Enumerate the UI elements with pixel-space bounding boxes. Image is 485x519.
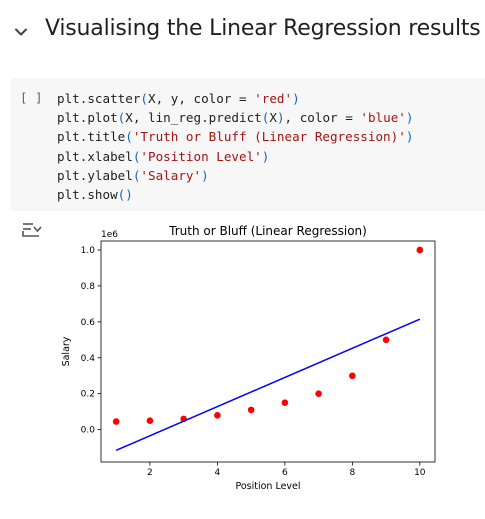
section-title: Visualising the Linear Regression result… — [45, 16, 481, 41]
code-token: ( — [132, 167, 141, 183]
code-cell[interactable]: [ ] plt.scatter(X, y, color = 'red') plt.… — [11, 78, 485, 211]
chart-title: Truth or Bluff (Linear Regression) — [168, 224, 367, 238]
code-token: 'Salary' — [140, 167, 202, 183]
y-tick-label: 0.8 — [81, 282, 96, 292]
code-token: () — [117, 186, 133, 202]
code-token: 'blue' — [360, 110, 406, 126]
code-line: plt.scatter(X, y, color = 'red') — [57, 89, 413, 108]
code-token: plt.ylabel — [57, 167, 133, 183]
code-token: X, lin_reg.predict — [125, 110, 262, 126]
x-tick-label: 8 — [349, 468, 355, 478]
x-tick-label: 10 — [414, 468, 426, 478]
code-token: ) — [261, 148, 270, 164]
code-token: ) — [405, 129, 414, 145]
y-tick-label: 0.0 — [81, 426, 96, 436]
code-token: 'Truth or Bluff (Linear Regression)' — [132, 129, 406, 145]
code-line: plt.title('Truth or Bluff (Linear Regres… — [57, 127, 413, 146]
x-tick-label: 6 — [282, 468, 288, 478]
x-tick-label: 2 — [147, 468, 153, 478]
code-editor[interactable]: plt.scatter(X, y, color = 'red') plt.plot… — [57, 89, 413, 204]
code-token: plt.xlabel — [57, 148, 133, 164]
code-token: plt.title — [57, 129, 126, 145]
regression-plot: Truth or Bluff (Linear Regression) 2 4 6 8 10… — [61, 224, 436, 492]
code-line: plt.show() — [57, 185, 413, 204]
code-token: plt.show — [57, 186, 118, 202]
code-token: ( — [125, 129, 133, 145]
y-tick-label: 0.6 — [81, 318, 96, 328]
scatter-point — [382, 336, 390, 344]
y-tick-label: 0.4 — [81, 354, 96, 364]
code-line: plt.xlabel('Position Level') — [57, 147, 413, 166]
run-cell-button[interactable]: [ ] — [20, 90, 43, 105]
code-token: ) — [276, 110, 285, 126]
code-token: ) — [292, 91, 300, 106]
code-token: plt.plot — [57, 110, 118, 126]
code-token: ( — [132, 148, 141, 164]
code-token: ( — [261, 110, 270, 126]
scatter-point — [416, 246, 424, 254]
code-token: ) — [201, 167, 209, 183]
code-line: plt.ylabel('Salary') — [57, 166, 413, 185]
output-toggle-icon[interactable] — [22, 222, 42, 238]
section-header: Visualising the Linear Regression result… — [0, 0, 485, 66]
code-token: X, y, color = — [148, 91, 255, 106]
y-offset-label: 1e6 — [101, 230, 118, 240]
code-token: ) — [405, 110, 414, 126]
scatter-point — [349, 372, 356, 380]
y-tick-label: 0.2 — [81, 390, 95, 400]
code-token: ( — [117, 110, 126, 126]
regression-line — [115, 318, 421, 452]
code-token: 'Position Level' — [140, 148, 262, 164]
scatter-point — [247, 406, 255, 414]
scatter-point — [214, 411, 221, 419]
x-axis-label: Position Level — [235, 481, 300, 492]
scatter-point — [281, 399, 289, 407]
scatter-point — [315, 390, 322, 398]
plot-frame — [100, 240, 436, 463]
chevron-down-icon[interactable] — [11, 22, 31, 42]
code-token: ( — [140, 91, 148, 106]
y-axis-label: Salary — [61, 336, 72, 366]
code-token: plt.scatter — [57, 91, 141, 106]
y-tick-label: 1.0 — [81, 246, 96, 256]
x-tick-label: 4 — [215, 468, 221, 478]
code-token: , color = — [284, 110, 361, 126]
code-token: 'red' — [254, 91, 293, 106]
scatter-point — [146, 417, 154, 424]
code-token: X — [269, 110, 277, 126]
code-line: plt.plot(X, lin_reg.predict(X), color = … — [57, 108, 413, 127]
scatter-point — [112, 418, 120, 425]
